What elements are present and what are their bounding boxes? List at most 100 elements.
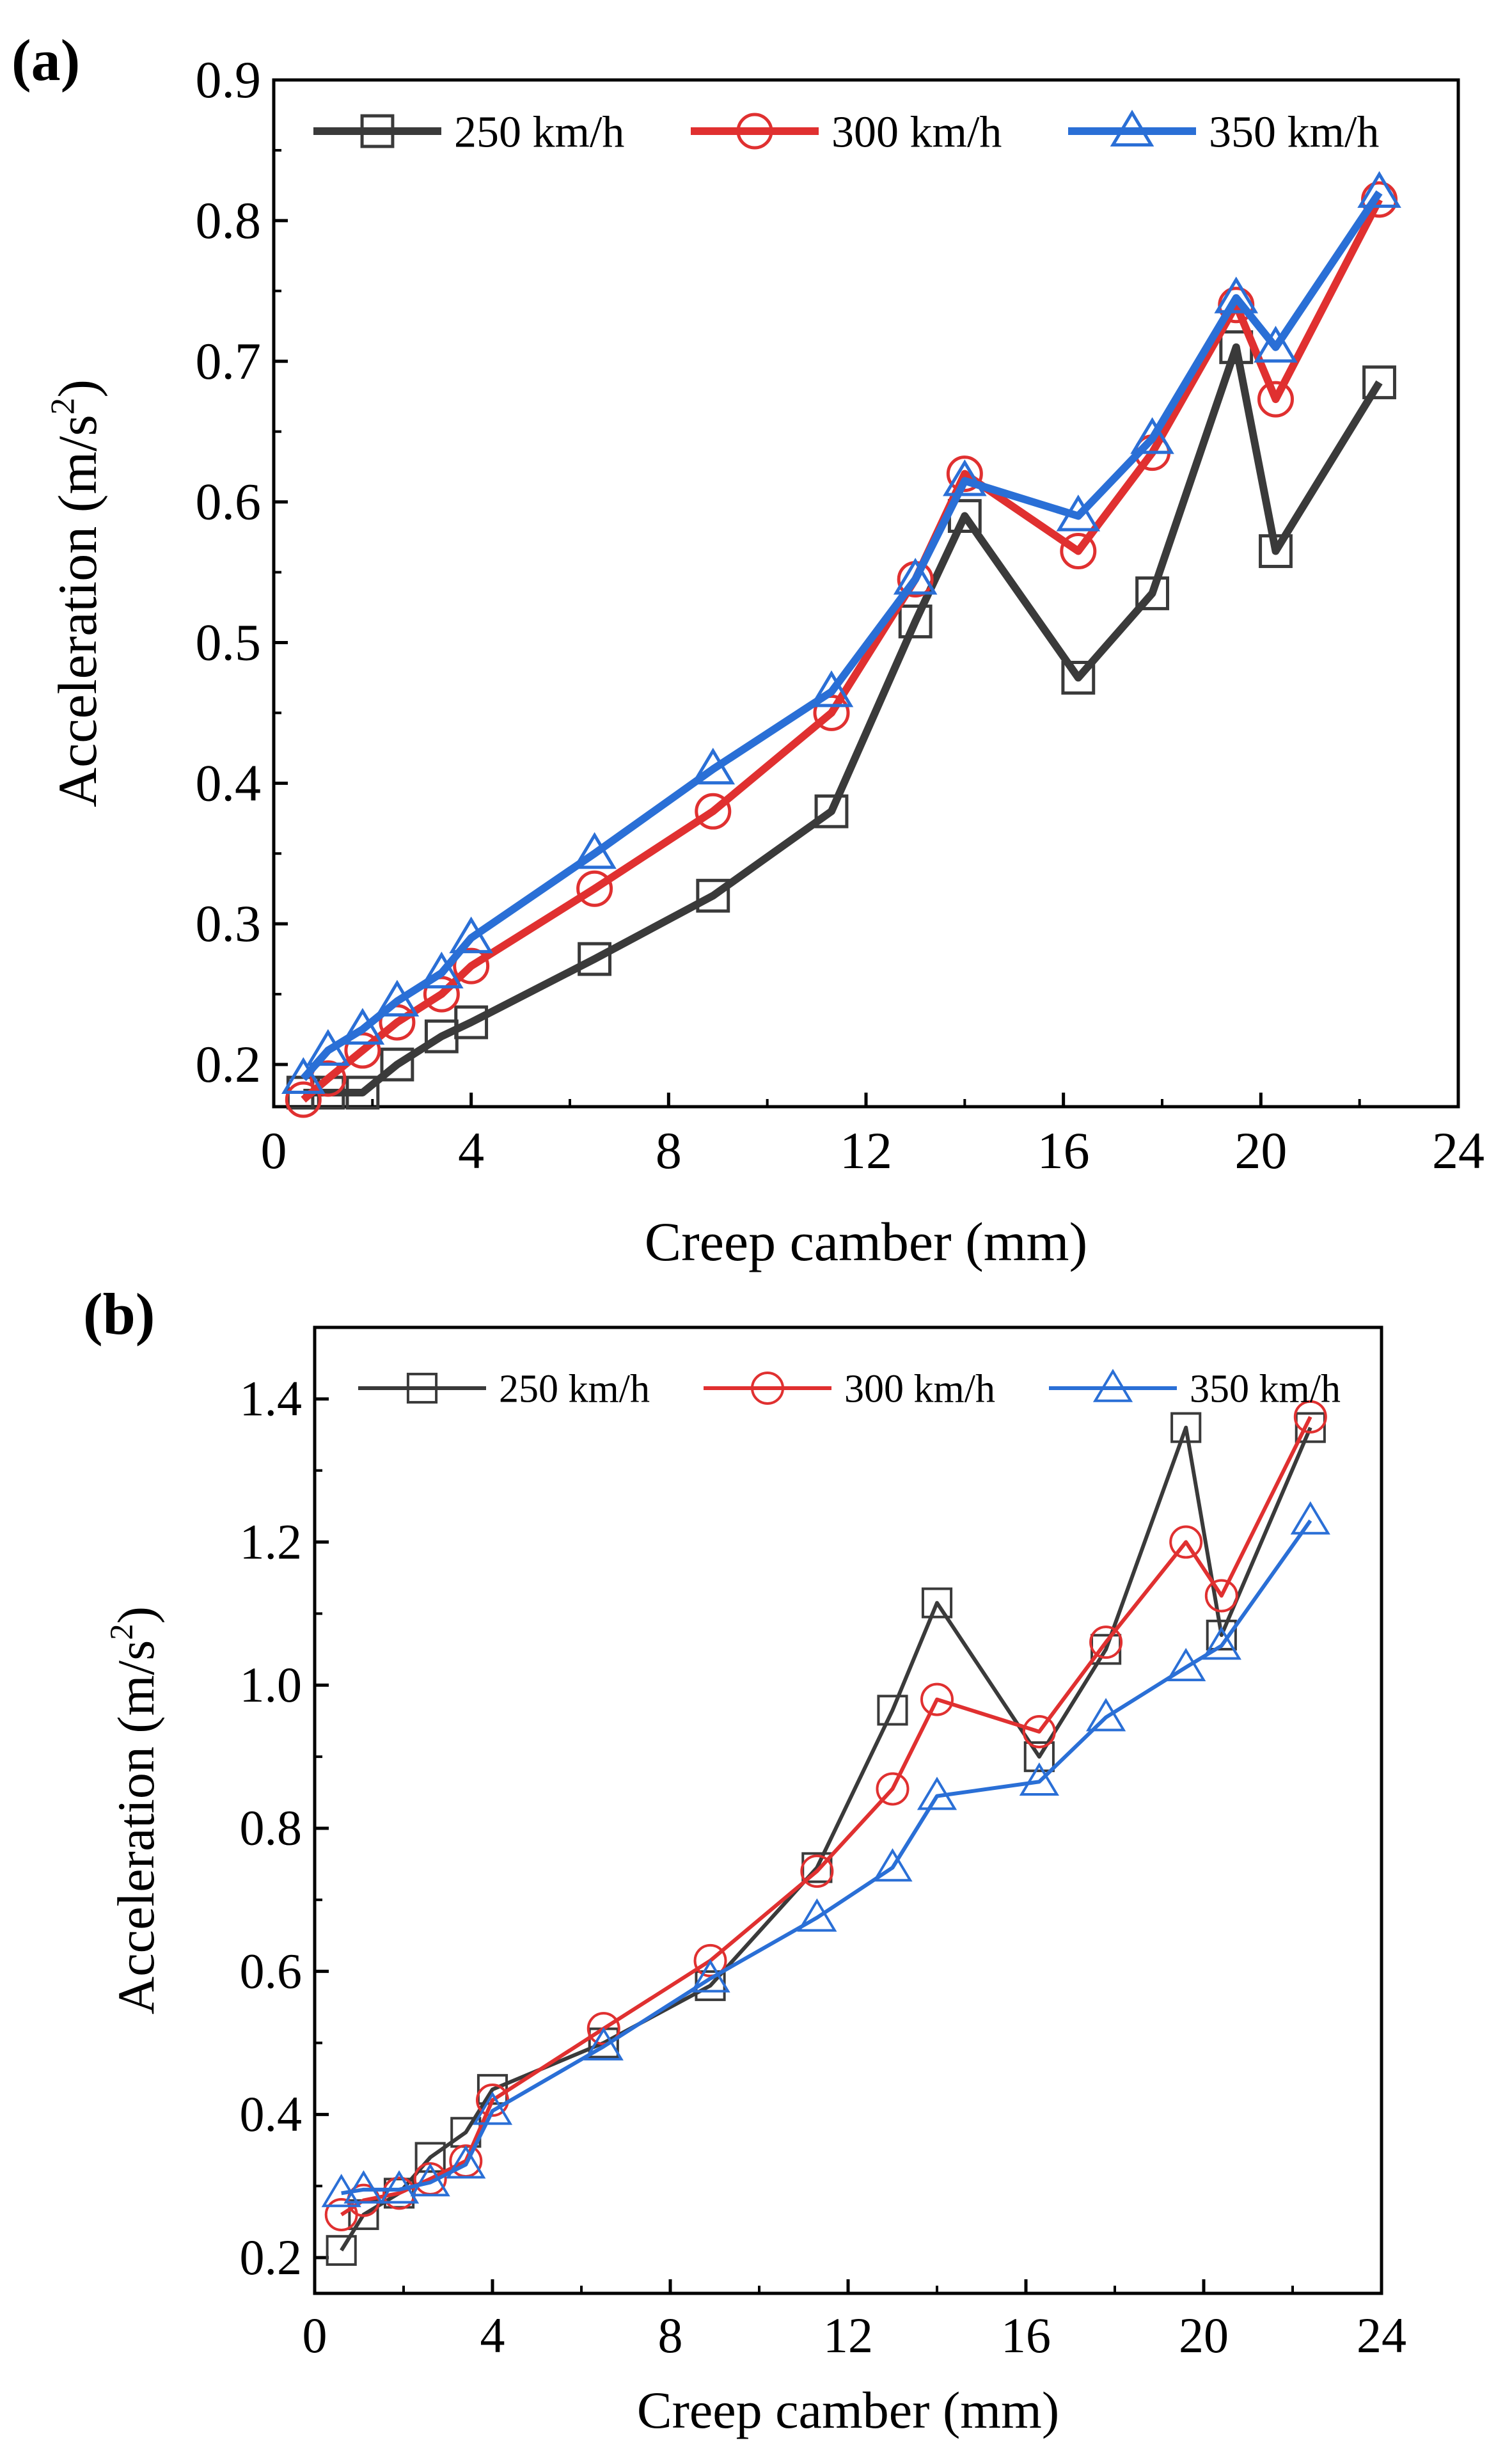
chart-b-point: [690, 1959, 730, 1993]
chart-a-y-tick-label: 0.7: [196, 332, 262, 390]
chart-a-series-2: [281, 171, 1401, 1094]
chart-b-point: [379, 2170, 420, 2204]
chart-a-point: [1061, 660, 1096, 695]
chart-a-point: [454, 1005, 489, 1040]
chart-a-point: [898, 605, 933, 638]
chart-a-point: [809, 670, 854, 708]
chart-b-legend-label-1: 300 km/h: [844, 1368, 995, 1411]
chart-b-legend-label-2: 350 km/h: [1190, 1368, 1341, 1411]
chart-b-point: [872, 1848, 913, 1882]
chart-b-x-tick-label: 12: [823, 2307, 873, 2363]
chart-b-series-line-1: [340, 1416, 1312, 2217]
chart-b-y-axis-label-end: ): [107, 1606, 165, 1624]
chart-a-y-tick-label: 0.4: [196, 754, 262, 812]
chart-a-legend-marker-1: [736, 113, 773, 150]
chart-b-point: [410, 2163, 450, 2197]
chart-a-point: [1214, 276, 1259, 313]
chart-a-point: [893, 558, 938, 595]
chart-b-point: [1290, 1501, 1330, 1535]
chart-a-point: [345, 1075, 380, 1110]
chart-b-y-tick-label: 1.4: [240, 1371, 303, 1427]
chart-b-x-tick-label: 20: [1179, 2307, 1229, 2363]
chart-a-y-tick-label: 0.5: [196, 613, 262, 672]
chart-a-point: [453, 947, 490, 985]
chart-b-point: [1169, 1525, 1203, 1559]
chart-a-series-line-1: [301, 198, 1383, 1103]
chart-a-y-axis-label-end: ): [47, 379, 108, 398]
chart-a-series-line-0: [303, 343, 1383, 1097]
chart-b-point: [1019, 1762, 1059, 1796]
chart-a-x-tick-label: 4: [458, 1121, 484, 1180]
chart-a-y-axis-label: Acceleration (m/s2): [43, 379, 108, 807]
chart-b-point: [1023, 1741, 1055, 1773]
chart-b-y-tick-label: 0.2: [240, 2229, 303, 2285]
chart-a-point: [306, 1029, 350, 1066]
chart-b-point: [797, 1898, 837, 1932]
chart-b-point: [1022, 1714, 1056, 1748]
chart-b-point: [326, 2234, 357, 2266]
chart-b-y-axis-label: Acceleration (m/s2): [104, 1606, 165, 2014]
chart-a-y-axis-label-main: Acceleration (m/s: [47, 415, 108, 807]
chart-b-point: [693, 1943, 727, 1977]
chart-a-series-0: [286, 330, 1396, 1110]
chart-a-x-axis-label: Creep camber (mm): [645, 1211, 1087, 1272]
chart-a-point: [420, 951, 464, 989]
chart-a-y-tick-label: 0.6: [196, 473, 262, 531]
chart-b-point: [877, 1695, 908, 1726]
chart-b-point: [1166, 1647, 1206, 1682]
chart-a-point: [285, 1081, 322, 1118]
chart-a-point: [380, 1047, 414, 1082]
chart-b-y-axis-label-main: Acceleration (m/s: [107, 1640, 165, 2014]
chart-a-point: [1254, 326, 1298, 363]
chart-a-point: [572, 832, 617, 869]
chart-a-x-tick-label: 24: [1432, 1121, 1484, 1180]
chart-b-point: [1170, 1412, 1202, 1443]
chart-a-y-tick-label: 0.2: [196, 1035, 262, 1093]
chart-a-legend-marker-0: [360, 114, 395, 148]
chart-a-point: [696, 878, 730, 913]
chart-a-point: [281, 1057, 326, 1094]
chart-b-point: [800, 1855, 834, 1888]
chart-b-x-tick-label: 0: [303, 2307, 327, 2363]
chart-b-y-tick-label: 0.4: [240, 2086, 303, 2142]
chart-a-legend-label-2: 350 km/h: [1209, 108, 1379, 157]
chart-a: (a) 0 4 8 12 16 20 24 0.2 0.3 0.4 0.5 0.6 0.7 0.8 0.9 Cr…: [12, 28, 1484, 1272]
chart-b-point: [1201, 1626, 1241, 1660]
chart-a-legend-label-1: 300 km/h: [831, 108, 1002, 157]
chart-b-point: [1206, 1619, 1237, 1651]
chart-a-point: [449, 916, 493, 954]
chart-a-point: [1130, 417, 1174, 454]
chart-a-y-tick-label: 0.3: [196, 894, 262, 953]
chart-a-point: [1259, 534, 1293, 568]
chart-b-legend-marker-2: [1092, 1368, 1133, 1402]
chart-a-point: [576, 870, 613, 907]
chart-b-point: [1085, 1698, 1126, 1732]
chart-b-series-line-2: [341, 1519, 1312, 2195]
chart-b-y-tick-label: 0.6: [240, 1943, 303, 1998]
chart-b-y-tick-label: 1.2: [240, 1514, 303, 1569]
chart-a-point: [375, 979, 420, 1017]
chart-b-legend-marker-1: [751, 1372, 784, 1405]
chart-a-y-tick-label: 0.9: [196, 51, 262, 109]
chart-b-y-tick-label: 0.8: [240, 1800, 303, 1856]
chart-a-point: [943, 459, 987, 496]
chart-b-point: [472, 2091, 513, 2125]
chart-a-series-line-2: [300, 190, 1383, 1081]
chart-b-x-tick-label: 16: [1001, 2307, 1051, 2363]
chart-a-x-tick-label: 20: [1234, 1121, 1287, 1180]
chart-b-series-1: [324, 1400, 1327, 2231]
chart-b-x-tick-label: 4: [480, 2307, 505, 2363]
chart-b-x-tick-label: 8: [658, 2307, 683, 2363]
chart-a-x-tick-label: 8: [656, 1121, 682, 1180]
chart-b-point: [921, 1587, 953, 1618]
chart-a-point: [1357, 171, 1401, 208]
chart-a-panel-label: (a): [12, 28, 80, 93]
chart-b-point: [920, 1682, 954, 1716]
chart-a-x-tick-label: 0: [261, 1121, 287, 1180]
chart-b-point: [587, 2012, 620, 2046]
chart-b-x-tick-label: 24: [1357, 2307, 1406, 2363]
chart-a-point: [946, 455, 983, 493]
chart-b: (b) 0 4 8 12 16 20 24 0.2 0.4 0.6 0.8 1.0 1.2 1.4 Creep…: [83, 1281, 1406, 2439]
chart-b-point: [321, 2174, 361, 2208]
